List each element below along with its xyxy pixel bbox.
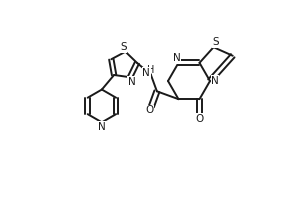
Text: O: O	[195, 114, 204, 124]
Text: S: S	[212, 37, 219, 47]
Text: N: N	[173, 53, 181, 63]
Text: N: N	[98, 122, 106, 132]
Text: O: O	[146, 105, 154, 115]
Text: H: H	[147, 65, 154, 75]
Text: N: N	[128, 77, 135, 87]
Text: N: N	[142, 68, 150, 78]
Text: N: N	[211, 76, 219, 86]
Text: S: S	[120, 42, 127, 52]
